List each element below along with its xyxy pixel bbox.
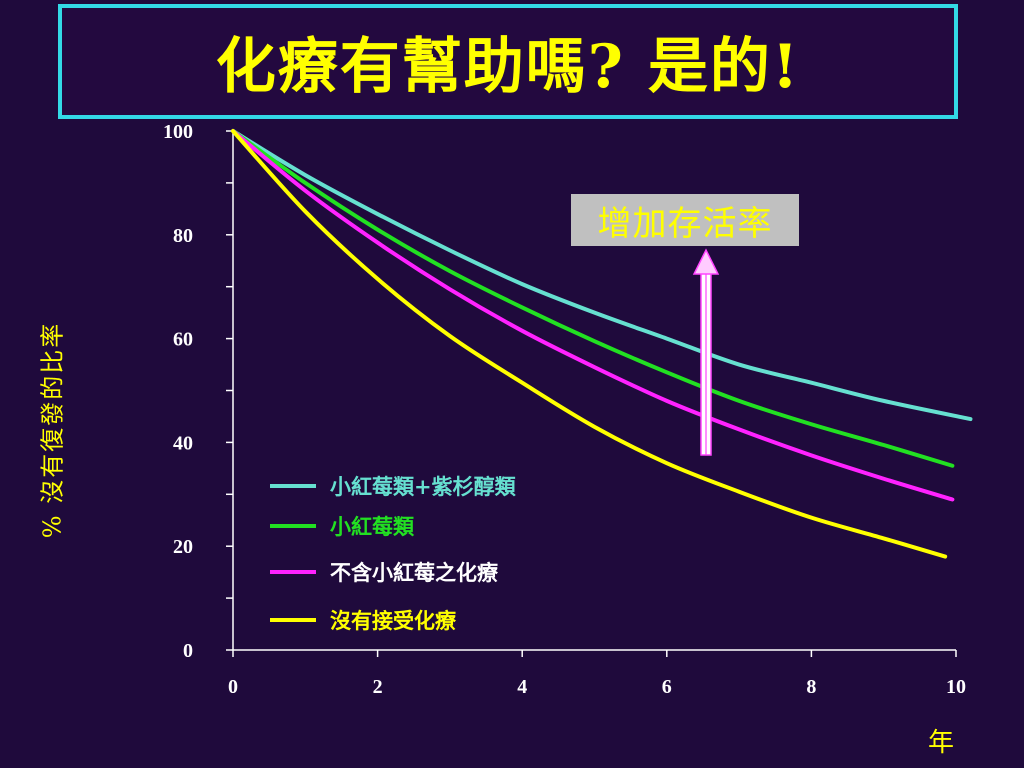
chart-series-lines xyxy=(231,129,973,559)
arrow-head xyxy=(692,248,720,275)
x-tick-label: 6 xyxy=(662,676,672,698)
chart-ticks: 0 20 40 60 80 100 0 2 4 6 8 10 xyxy=(163,121,966,698)
x-tick-label: 0 xyxy=(228,676,238,698)
x-tick-label: 4 xyxy=(517,676,527,698)
series-line-1 xyxy=(231,129,973,422)
annotation-increase-survival: 增加存活率 xyxy=(571,194,799,246)
slide-title: 化療有幫助嗎? 是的! xyxy=(215,32,801,102)
x-tick-label: 2 xyxy=(373,676,383,698)
y-tick-label: 20 xyxy=(173,536,193,558)
title-box: 化療有幫助嗎? 是的! xyxy=(58,4,958,119)
series-line-3 xyxy=(231,129,955,502)
y-axis-label: % 沒有復發的比率 xyxy=(38,321,67,539)
y-tick-label: 60 xyxy=(173,329,193,351)
y-tick-label: 80 xyxy=(173,225,193,247)
y-tick-label: 0 xyxy=(183,640,193,662)
y-tick-label: 100 xyxy=(163,121,193,143)
increase-arrow-icon xyxy=(692,248,720,456)
series-line-2 xyxy=(231,129,955,468)
y-tick-label: 40 xyxy=(173,432,193,454)
series-line-4 xyxy=(231,129,948,559)
legend-label-3: 不含小紅莓之化療 xyxy=(330,560,499,585)
legend-label-4: 沒有接受化療 xyxy=(330,608,457,633)
x-tick-label: 8 xyxy=(806,676,816,698)
x-tick-label: 10 xyxy=(946,676,966,698)
x-axis-label: 年 xyxy=(928,728,955,758)
legend-label-2: 小紅莓類 xyxy=(330,514,415,539)
legend-label-1: 小紅莓類+紫杉醇類 xyxy=(330,474,517,499)
